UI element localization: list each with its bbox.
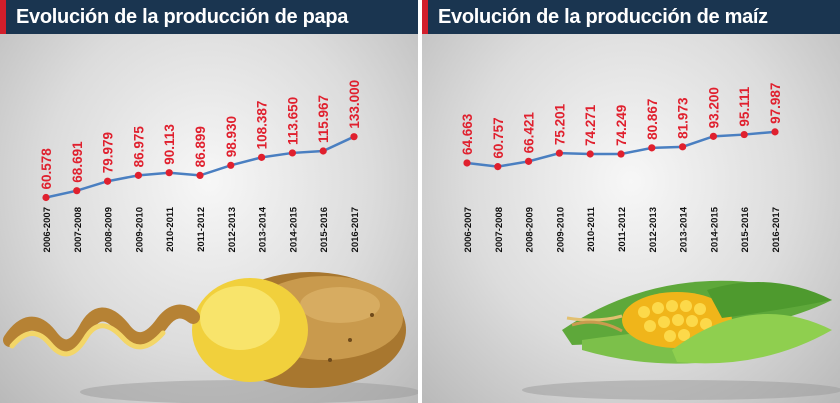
tick-label: 2010-2011 xyxy=(586,206,597,252)
data-point xyxy=(165,169,173,177)
data-label: 98.930 xyxy=(224,116,239,157)
data-point xyxy=(227,161,235,169)
data-label: 108.387 xyxy=(255,101,270,150)
data-label: 75.201 xyxy=(552,103,567,145)
data-label: 60.757 xyxy=(491,117,506,158)
tick-label: 2014-2015 xyxy=(709,206,720,252)
tick-label: 2013-2014 xyxy=(258,206,269,252)
tick-label: 2008-2009 xyxy=(104,207,115,252)
data-point xyxy=(525,157,533,165)
data-label: 97.987 xyxy=(768,83,783,124)
tick-label: 2011-2012 xyxy=(617,207,628,252)
data-label: 68.691 xyxy=(70,141,85,183)
tick-label: 2012-2013 xyxy=(648,207,659,252)
data-point xyxy=(73,187,81,195)
data-point xyxy=(258,153,266,161)
data-point xyxy=(42,193,50,202)
data-label: 86.975 xyxy=(131,126,146,168)
title-bar: Evolución de la producción de papa xyxy=(0,0,418,34)
tick-label: 2013-2014 xyxy=(679,206,690,252)
data-label: 60.578 xyxy=(39,148,54,190)
chart-title: Evolución de la producción de papa xyxy=(16,6,349,28)
data-label: 81.973 xyxy=(676,97,691,139)
data-point xyxy=(679,143,687,151)
data-point xyxy=(494,163,502,171)
data-label: 79.979 xyxy=(101,132,116,173)
data-point xyxy=(319,147,327,155)
potato-panel: Evolución de la producción de papa xyxy=(0,0,418,403)
potato-illustration xyxy=(3,272,418,403)
tick-label: 2007-2008 xyxy=(494,207,505,252)
data-point xyxy=(648,144,656,152)
data-label: 90.113 xyxy=(162,124,177,165)
data-label: 133.000 xyxy=(347,80,362,129)
data-label: 74.249 xyxy=(614,105,629,146)
data-label: 64.663 xyxy=(460,113,475,155)
data-point xyxy=(350,133,358,141)
corn-panel: Evolución de la producción de maíz xyxy=(422,0,840,403)
tick-label: 2015-2016 xyxy=(740,207,751,252)
data-label: 115.967 xyxy=(316,95,331,143)
data-label: 66.421 xyxy=(522,112,537,154)
data-point xyxy=(104,177,112,185)
title-bar: Evolución de la producción de maíz xyxy=(422,0,840,34)
tick-label: 2006-2007 xyxy=(42,207,53,252)
data-point xyxy=(134,171,142,179)
tick-label: 2012-2013 xyxy=(227,207,238,252)
tick-label: 2010-2011 xyxy=(165,206,176,252)
data-point xyxy=(771,128,779,136)
tick-label: 2009-2010 xyxy=(555,207,566,252)
corn-chart: 64.663 2006-2007 60.757 2007-2008 66.421 2008… xyxy=(460,83,840,400)
data-label: 80.867 xyxy=(645,99,660,140)
data-point xyxy=(555,149,563,157)
data-point xyxy=(586,150,594,158)
data-point xyxy=(617,150,625,158)
tick-label: 2016-2017 xyxy=(350,207,361,252)
tick-label: 2009-2010 xyxy=(134,207,145,252)
corn-illustration xyxy=(522,280,840,400)
data-point xyxy=(740,130,748,139)
tick-label: 2006-2007 xyxy=(463,207,474,252)
tick-label: 2014-2015 xyxy=(288,206,299,252)
tick-label: 2008-2009 xyxy=(525,207,536,252)
tick-label: 2011-2012 xyxy=(196,207,207,252)
data-label: 93.200 xyxy=(706,87,721,128)
data-label: 95.111 xyxy=(737,86,752,126)
data-point xyxy=(463,159,471,167)
tick-label: 2007-2008 xyxy=(73,207,84,252)
data-label: 113.650 xyxy=(285,97,300,145)
data-point xyxy=(288,149,296,157)
data-point xyxy=(196,171,204,180)
potato-chart: 60.578 2006-2007 68.691 2007-2008 79.979 2008… xyxy=(3,80,418,403)
data-point xyxy=(709,132,717,140)
chart-title: Evolución de la producción de maíz xyxy=(438,6,768,28)
tick-label: 2015-2016 xyxy=(319,207,330,252)
tick-label: 2016-2017 xyxy=(771,207,782,252)
data-label: 74.271 xyxy=(583,104,598,146)
data-label: 86.899 xyxy=(193,126,208,167)
